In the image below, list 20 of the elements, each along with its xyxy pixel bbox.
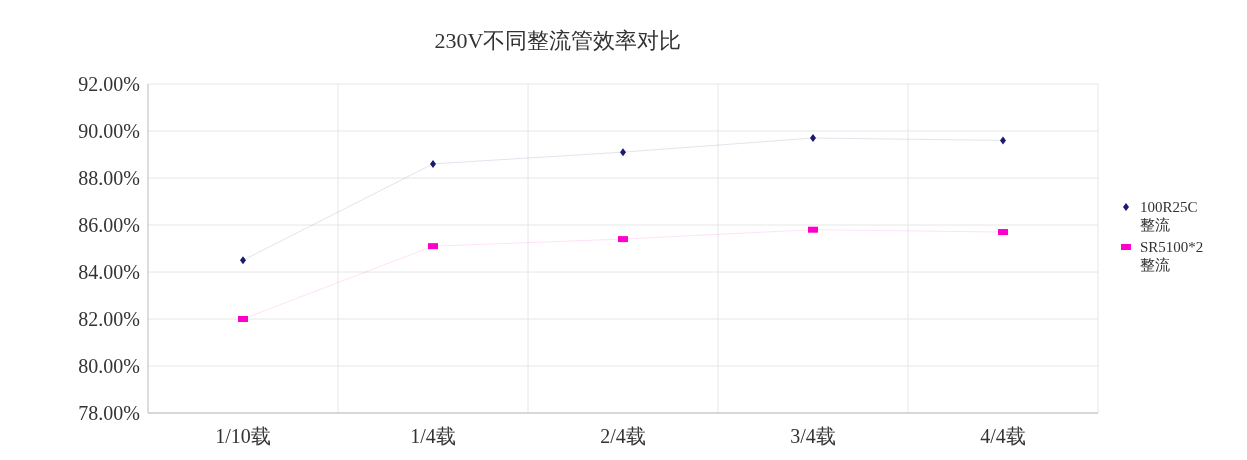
legend-label: SR5100*2整流 [1140,238,1205,274]
y-tick-label: 84.00% [78,261,140,284]
y-tick-label: 92.00% [78,73,140,96]
x-tick-label: 3/4载 [790,425,836,448]
y-tick-label: 90.00% [78,120,140,143]
legend-label: 100R25C整流 [1140,198,1199,234]
point [618,236,628,243]
point [998,229,1008,236]
point [428,243,438,250]
y-tick-label: 78.00% [78,402,140,425]
x-tick-label: 1/10载 [215,425,271,448]
y-tick-label: 82.00% [78,308,140,331]
y-tick-label: 80.00% [78,355,140,378]
x-tick-label: 4/4载 [980,425,1026,448]
point [808,226,818,233]
y-tick-label: 86.00% [78,214,140,237]
chart-title: 230V不同整流管效率对比 [433,27,683,55]
x-tick-label: 1/4载 [410,425,456,448]
y-tick-label: 88.00% [78,167,140,190]
x-tick-label: 2/4载 [600,425,646,448]
